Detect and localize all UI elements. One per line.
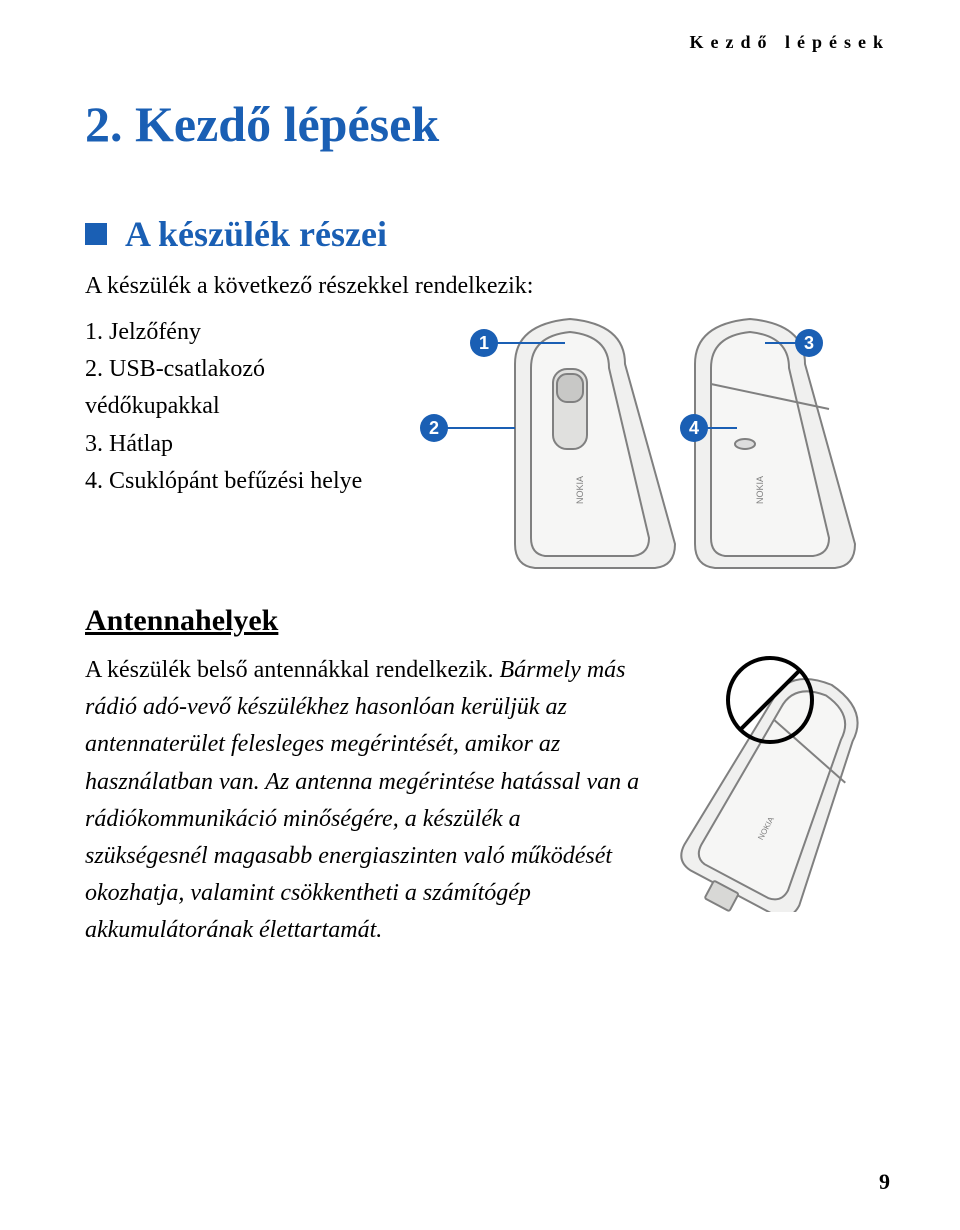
section-heading: A készülék részei <box>85 213 890 255</box>
item-num: 3. <box>85 431 103 457</box>
section-bullet-icon <box>85 223 107 245</box>
leader-line <box>707 427 737 429</box>
device-figure: NOKIA NOKIA 1 2 3 4 <box>405 314 890 574</box>
body-paragraph: A készülék belső antennákkal rendelkezik… <box>85 652 640 950</box>
item-label: Csuklópánt befűzési helye <box>109 468 362 494</box>
body-italic: Bármely más rádió adó-vevő készülékhez h… <box>85 657 639 943</box>
callout-4: 4 <box>680 414 708 442</box>
svg-text:NOKIA: NOKIA <box>755 476 765 504</box>
item-label: Jelzőfény <box>109 319 201 345</box>
page-number: 9 <box>879 1169 890 1195</box>
callout-2: 2 <box>420 414 448 442</box>
callout-3: 3 <box>795 329 823 357</box>
antenna-figure: NOKIA <box>670 652 890 912</box>
subheading: Antennahelyek <box>85 604 890 638</box>
list-item: 1. Jelzőfény <box>85 314 385 351</box>
list-item: 3. Hátlap <box>85 426 385 463</box>
body-sentence: A készülék belső antennákkal rendelkezik… <box>85 657 500 683</box>
leader-line <box>447 427 515 429</box>
item-label: Hátlap <box>109 431 173 457</box>
intro-text: A készülék a következő részekkel rendelk… <box>85 273 890 300</box>
chapter-title: 2. Kezdő lépések <box>85 95 890 153</box>
svg-text:NOKIA: NOKIA <box>575 476 585 504</box>
running-header: Kezdő lépések <box>690 32 891 53</box>
item-label: USB-csatlakozó védőkupakkal <box>85 356 265 419</box>
list-item: 2. USB-csatlakozó védőkupakkal <box>85 351 385 425</box>
item-num: 2. <box>85 356 103 382</box>
leader-line <box>497 342 565 344</box>
list-item: 4. Csuklópánt befűzési helye <box>85 463 385 500</box>
antenna-drawing-icon: NOKIA <box>670 652 880 912</box>
item-num: 4. <box>85 468 103 494</box>
parts-list: 1. Jelzőfény 2. USB-csatlakozó védőkupak… <box>85 314 385 574</box>
item-num: 1. <box>85 319 103 345</box>
section-title: A készülék részei <box>125 213 387 255</box>
callout-1: 1 <box>470 329 498 357</box>
leader-line <box>765 342 797 344</box>
